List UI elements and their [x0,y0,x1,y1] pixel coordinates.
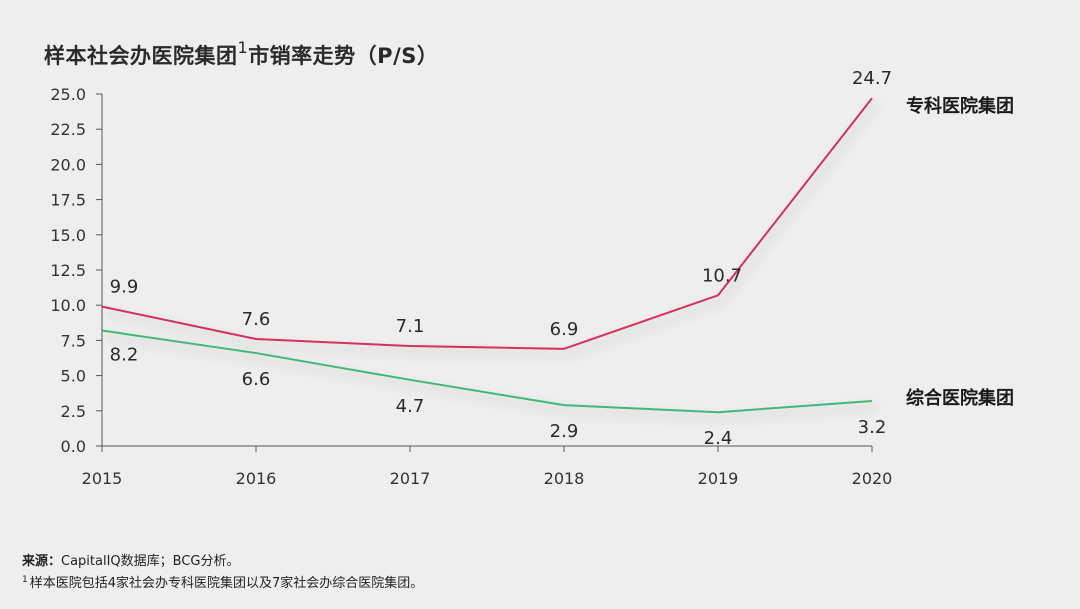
source-text: CapitalIQ数据库；BCG分析。 [61,554,240,569]
data-label: 6.6 [242,369,271,390]
data-label: 7.1 [396,316,425,337]
y-tick-label: 15.0 [50,226,86,245]
source-line: 来源：CapitalIQ数据库；BCG分析。 [22,552,423,571]
data-label: 2.4 [704,428,733,449]
data-label: 9.9 [110,277,139,298]
x-tick-label: 2019 [698,469,739,488]
footnote-line: 1 样本医院包括4家社会办专科医院集团以及7家社会办综合医院集团。 [22,571,423,593]
y-tick-label: 10.0 [50,296,86,315]
footnote-marker: 1 [22,575,28,585]
series-name-label: 综合医院集团 [906,387,1014,409]
y-tick-label: 0.0 [61,437,86,456]
chart-footer: 来源：CapitalIQ数据库；BCG分析。 1 样本医院包括4家社会办专科医院集… [22,552,423,593]
source-label: 来源： [22,554,62,569]
y-tick-label: 20.0 [50,155,86,174]
data-label: 2.9 [550,421,579,442]
data-label: 7.6 [242,309,271,330]
chart-title: 样本社会办医院集团1市销率走势（P/S） [44,38,439,68]
x-tick-label: 2016 [236,469,277,488]
y-tick-label: 25.0 [50,85,86,104]
series-line-2 [101,329,873,414]
y-tick-label: 12.5 [50,261,86,280]
data-label: 24.7 [852,68,892,89]
chart-axes: 0.0 2.5 5.0 7.5 10.0 12.5 15.0 17.5 20.0 22.5 25.0… [50,85,892,488]
x-tick-label: 2018 [544,469,585,488]
chart-data-labels: 9.9 7.6 7.1 6.9 10.7 24.7 专科医院集团 8.2 6.6 4.7 2.9 2.… [110,68,1014,449]
x-tick-label: 2020 [852,469,893,488]
data-label: 8.2 [110,345,139,366]
title-footnote-marker: 1 [237,38,249,57]
series-name-label: 专科医院集团 [906,95,1014,117]
data-label: 3.2 [858,417,887,438]
x-tick-label: 2015 [82,469,123,488]
series-line-1 [101,97,873,350]
x-tick-label: 2017 [390,469,431,488]
y-tick-label: 5.0 [61,367,86,386]
footnote-text: 样本医院包括4家社会办专科医院集团以及7家社会办综合医院集团。 [29,576,424,591]
data-label: 6.9 [550,319,579,340]
y-tick-label: 22.5 [50,120,86,139]
chart-series [101,97,873,414]
data-label: 10.7 [702,265,742,286]
line-chart: 0.0 2.5 5.0 7.5 10.0 12.5 15.0 17.5 20.0 22.5 25.0… [50,68,1014,488]
y-tick-label: 17.5 [50,191,86,210]
y-tick-label: 2.5 [61,402,86,421]
y-tick-label: 7.5 [61,331,86,350]
data-label: 4.7 [396,396,425,417]
